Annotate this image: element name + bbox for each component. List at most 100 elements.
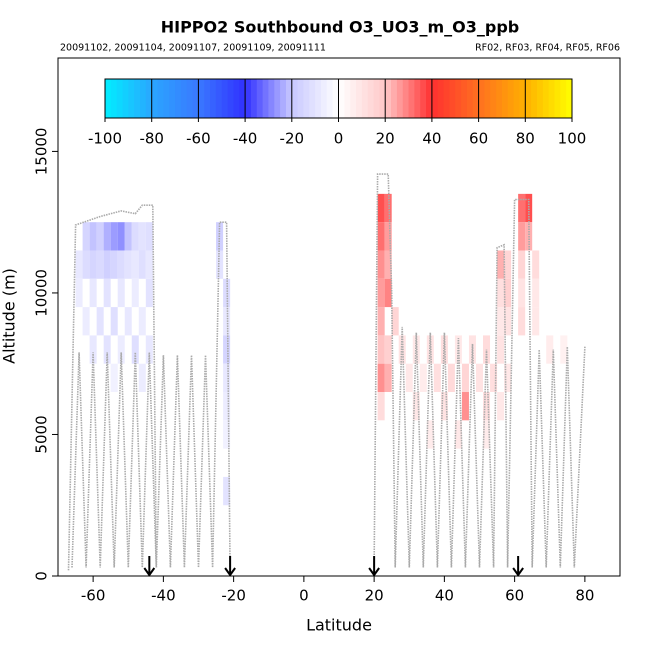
- colorbar-swatch: [501, 79, 509, 118]
- colorbar-swatch: [525, 79, 532, 118]
- cell: [117, 222, 125, 251]
- cell: [483, 392, 491, 421]
- colorbar-swatch: [484, 79, 491, 118]
- colorbar-swatch: [548, 79, 555, 118]
- cell: [461, 363, 469, 393]
- colorbar-swatch: [449, 79, 456, 118]
- flight-track: [373, 173, 586, 568]
- colorbar-swatch: [466, 79, 474, 118]
- colorbar-swatch: [332, 79, 339, 118]
- cell: [497, 250, 505, 279]
- colorbar-swatch: [151, 79, 159, 118]
- cell: [103, 335, 111, 364]
- cell: [110, 222, 118, 251]
- colorbar-swatch: [221, 79, 229, 118]
- colorbar-swatch: [408, 79, 415, 118]
- cell: [525, 193, 533, 223]
- cell: [447, 363, 455, 393]
- colorbar-swatch: [192, 79, 199, 118]
- colorbar-swatch: [175, 79, 182, 118]
- colorbar-swatch: [186, 79, 194, 118]
- cell: [384, 278, 392, 308]
- cell: [426, 420, 434, 449]
- cell: [223, 335, 231, 364]
- cell: [454, 335, 462, 364]
- colorbar-swatch: [140, 79, 147, 118]
- colorbar-swatch: [245, 79, 252, 118]
- colorbar-swatch: [385, 79, 392, 118]
- colorbar-swatch: [145, 79, 153, 118]
- colorbar-swatch: [431, 79, 439, 118]
- flight-track: [67, 204, 158, 571]
- cell: [138, 307, 146, 336]
- colorbar-swatch: [280, 79, 287, 118]
- x-tick-label: -40: [151, 587, 176, 605]
- arrow: [512, 556, 524, 577]
- cell: [518, 250, 526, 279]
- cell: [532, 250, 540, 279]
- cell: [518, 193, 526, 223]
- colorbar-swatch: [315, 79, 322, 118]
- colorbar-swatch: [420, 79, 427, 118]
- colorbar-swatch: [513, 79, 520, 118]
- colorbar-swatch: [227, 79, 234, 118]
- colorbar-swatch: [128, 79, 135, 118]
- cell: [145, 222, 153, 251]
- cell: [461, 392, 469, 421]
- cell: [138, 363, 146, 393]
- cell: [117, 250, 125, 279]
- cell: [518, 278, 526, 308]
- colorbar-swatch: [344, 79, 351, 118]
- colorbar-tick-label: 100: [558, 130, 587, 148]
- cell: [89, 222, 97, 251]
- cell: [497, 335, 505, 364]
- cell: [223, 392, 231, 421]
- colorbar-swatch: [338, 79, 345, 118]
- cell: [82, 222, 90, 251]
- colorbar-swatch: [402, 79, 410, 118]
- colorbar-swatch: [361, 79, 369, 118]
- cell: [145, 335, 153, 364]
- colorbar-swatch: [461, 79, 468, 118]
- subtitle-left: 20091102, 20091104, 20091107, 20091109, …: [60, 43, 326, 54]
- colorbar-swatch: [274, 79, 281, 118]
- cell: [497, 392, 505, 421]
- cell: [131, 335, 139, 364]
- cell: [96, 222, 104, 251]
- x-tick-label: 80: [575, 587, 594, 605]
- cell: [518, 222, 526, 251]
- cell: [377, 222, 385, 251]
- arrow: [368, 556, 380, 577]
- colorbar-swatch: [437, 79, 445, 118]
- colorbar-swatch: [443, 79, 450, 118]
- colorbar-swatch: [320, 79, 328, 118]
- cell: [518, 307, 526, 336]
- cell: [483, 420, 491, 449]
- colorbar-swatch: [180, 79, 188, 118]
- cell: [475, 363, 484, 393]
- cell: [412, 392, 420, 421]
- cell: [454, 420, 462, 449]
- cell: [223, 420, 231, 449]
- cell: [138, 250, 146, 279]
- colorbar-swatch: [496, 79, 503, 118]
- cell: [377, 307, 385, 336]
- y-tick-label: 0: [33, 571, 51, 581]
- colorbar-swatch: [169, 79, 176, 118]
- colorbar-swatch: [210, 79, 217, 118]
- cell: [216, 250, 224, 279]
- cell: [110, 250, 118, 279]
- colorbar-swatch: [356, 79, 363, 118]
- y-tick-label: 5000: [33, 415, 51, 453]
- colorbar-swatch: [157, 79, 164, 118]
- colorbar-tick-label: -40: [233, 130, 258, 148]
- colorbar-tick-label: -60: [186, 130, 211, 148]
- colorbar-swatch: [396, 79, 404, 118]
- colorbar-swatch: [455, 79, 462, 118]
- cell: [377, 193, 385, 223]
- cell: [377, 250, 385, 279]
- colorbar-swatch: [110, 79, 118, 118]
- colorbar-tick-label: -20: [280, 130, 305, 148]
- y-tick-label: 15000: [33, 128, 51, 176]
- cell: [490, 363, 498, 393]
